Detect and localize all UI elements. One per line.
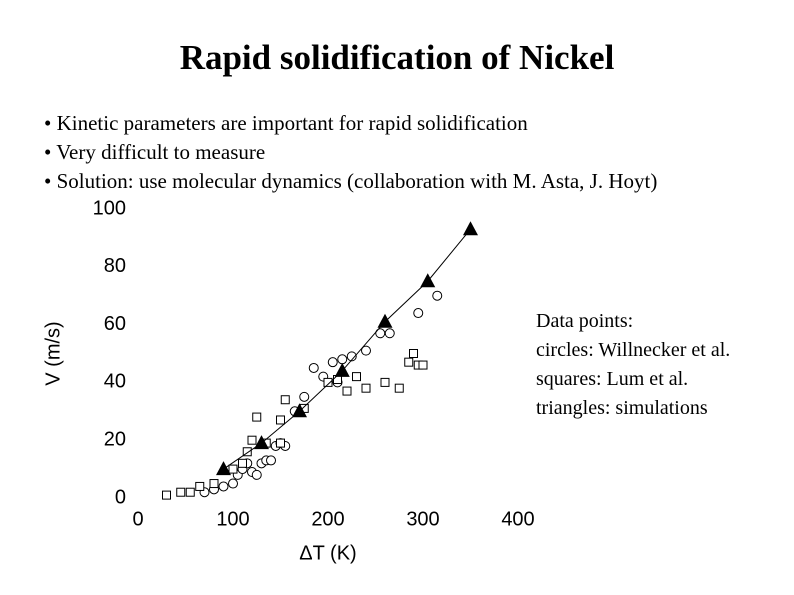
square-point: [185, 487, 195, 497]
square-point: [176, 487, 186, 497]
circle-point: [251, 469, 262, 480]
square-point: [394, 383, 404, 393]
square-point: [209, 479, 219, 489]
y-axis-label: V (m/s): [42, 321, 64, 385]
y-tick-label: 40: [104, 371, 126, 393]
square-point: [361, 383, 371, 393]
circle-point: [384, 328, 395, 339]
circle-point: [327, 357, 338, 368]
triangle-point: [463, 221, 478, 236]
x-tick-label: 0: [132, 508, 143, 530]
notes: Data points: circles: Willnecker et al. sq…: [536, 307, 730, 423]
slide-title: Rapid solidification of Nickel: [179, 38, 615, 77]
circle-point: [228, 478, 238, 489]
square-point: [323, 377, 333, 387]
circle-point: [346, 351, 357, 362]
square-point: [247, 435, 257, 445]
circle-point: [308, 362, 319, 373]
x-axis-label: ΔT (K): [299, 542, 356, 564]
series-line: [223, 228, 471, 470]
square-point: [252, 412, 262, 422]
x-tick-label: 400: [501, 508, 534, 530]
triangle-point: [334, 362, 350, 377]
circle-point: [432, 290, 443, 301]
triangle-point: [377, 313, 393, 328]
note-line: squares: Lum et al.: [536, 368, 689, 390]
y-tick-label: 20: [104, 428, 126, 450]
square-point: [342, 386, 352, 396]
square-point: [276, 415, 285, 425]
square-point: [404, 357, 414, 367]
triangle-point: [420, 273, 436, 288]
circle-point: [299, 391, 310, 402]
circle-point: [266, 455, 276, 466]
square-point: [409, 349, 418, 358]
x-tick-label: 300: [406, 508, 439, 530]
y-tick-label: 80: [104, 255, 126, 277]
square-point: [418, 360, 428, 370]
y-tick-label: 60: [104, 313, 126, 335]
y-tick-label: 0: [115, 486, 126, 508]
note-line: triangles: simulations: [536, 397, 708, 419]
circle-point: [337, 354, 348, 365]
bullet: • Very difficult to measure: [44, 140, 266, 164]
circle-point: [361, 345, 371, 356]
square-point: [276, 438, 285, 448]
bullet: • Kinetic parameters are important for r…: [44, 111, 528, 135]
x-tick-label: 100: [216, 508, 249, 530]
square-point: [242, 447, 252, 457]
triangle-point: [216, 461, 231, 476]
square-point: [238, 458, 247, 468]
square-point: [280, 395, 290, 405]
x-tick-label: 200: [311, 508, 344, 530]
y-tick-label: 100: [93, 197, 126, 219]
bullet: • Solution: use molecular dynamics (coll…: [44, 169, 658, 193]
note-line: Data points:: [536, 310, 634, 332]
bullet-list: • Kinetic parameters are important for r…: [44, 109, 657, 196]
triangle-point: [292, 403, 307, 418]
circle-point: [218, 481, 229, 492]
circle-point: [413, 308, 424, 319]
square-point: [162, 490, 171, 500]
triangle-point: [254, 435, 269, 450]
square-point: [380, 377, 390, 387]
square-point: [195, 481, 205, 491]
square-point: [228, 464, 238, 474]
note-line: circles: Willnecker et al.: [536, 339, 731, 361]
square-point: [352, 372, 361, 382]
